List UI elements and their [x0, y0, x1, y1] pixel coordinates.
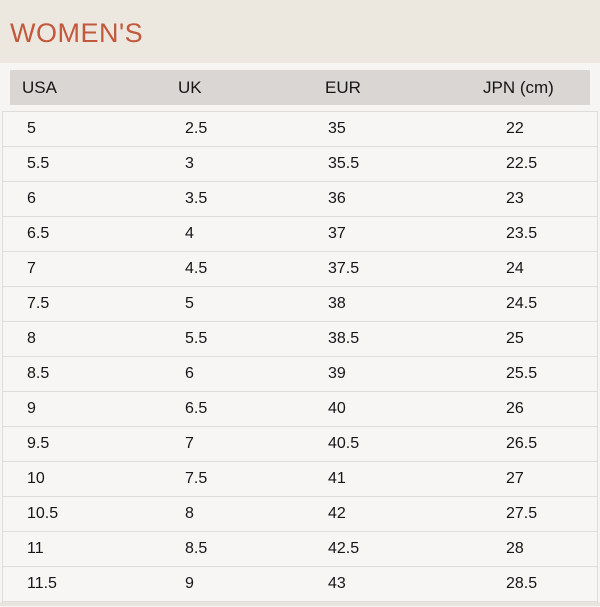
column-header-usa: USA: [22, 78, 57, 97]
cell-uk: 6: [185, 365, 194, 382]
cell-jpn: 26: [506, 400, 524, 417]
size-table-body: 5 2.5 35 22 5.5 3 35.5 22.5 6 3.5 36 23 …: [2, 111, 598, 602]
column-header-uk: UK: [178, 78, 202, 97]
cell-usa: 5.5: [27, 155, 50, 172]
table-header-row: USA UK EUR JPN (cm): [10, 70, 590, 105]
cell-eur: 37.5: [328, 260, 360, 277]
cell-usa: 6: [27, 190, 36, 207]
table-row: 9 6.5 40 26: [3, 392, 597, 427]
cell-usa: 9: [27, 400, 36, 417]
cell-jpn: 28: [506, 540, 524, 557]
cell-eur: 40.5: [328, 435, 360, 452]
cell-eur: 35: [328, 120, 346, 137]
section-title: WOMEN'S: [10, 18, 144, 48]
cell-jpn: 23.5: [506, 225, 538, 242]
section-banner: WOMEN'S: [0, 0, 600, 63]
cell-usa: 8.5: [27, 365, 50, 382]
cell-uk: 3: [185, 155, 194, 172]
bottom-edge-strip: [0, 602, 600, 606]
cell-uk: 8: [185, 505, 194, 522]
cell-eur: 42: [328, 505, 346, 522]
cell-jpn: 22: [506, 120, 524, 137]
cell-jpn: 24.5: [506, 295, 538, 312]
cell-eur: 43: [328, 575, 346, 592]
table-row: 7.5 5 38 24.5: [3, 287, 597, 322]
cell-usa: 7.5: [27, 295, 50, 312]
column-header-jpn: JPN (cm): [483, 78, 554, 97]
cell-eur: 38.5: [328, 330, 360, 347]
cell-eur: 36: [328, 190, 346, 207]
cell-usa: 8: [27, 330, 36, 347]
cell-jpn: 22.5: [506, 155, 538, 172]
cell-uk: 5: [185, 295, 194, 312]
cell-jpn: 23: [506, 190, 524, 207]
cell-uk: 3.5: [185, 190, 208, 207]
cell-eur: 42.5: [328, 540, 360, 557]
cell-usa: 11: [27, 540, 44, 557]
table-row: 10 7.5 41 27: [3, 462, 597, 497]
cell-uk: 2.5: [185, 120, 208, 137]
cell-jpn: 25.5: [506, 365, 538, 382]
table-row: 9.5 7 40.5 26.5: [3, 427, 597, 462]
cell-eur: 41: [328, 470, 346, 487]
cell-uk: 4: [185, 225, 194, 242]
table-row: 6 3.5 36 23: [3, 182, 597, 217]
cell-jpn: 26.5: [506, 435, 538, 452]
cell-jpn: 25: [506, 330, 524, 347]
cell-usa: 5: [27, 120, 36, 137]
column-header-eur: EUR: [325, 78, 361, 97]
cell-uk: 6.5: [185, 400, 208, 417]
cell-usa: 7: [27, 260, 36, 277]
table-row: 5.5 3 35.5 22.5: [3, 147, 597, 182]
table-row: 7 4.5 37.5 24: [3, 252, 597, 287]
table-row: 8.5 6 39 25.5: [3, 357, 597, 392]
table-row: 8 5.5 38.5 25: [3, 322, 597, 357]
table-row: 5 2.5 35 22: [3, 112, 597, 147]
cell-jpn: 27: [506, 470, 524, 487]
table-row: 6.5 4 37 23.5: [3, 217, 597, 252]
cell-jpn: 27.5: [506, 505, 538, 522]
cell-eur: 37: [328, 225, 346, 242]
table-row: 10.5 8 42 27.5: [3, 497, 597, 532]
table-row: 11 8.5 42.5 28: [3, 532, 597, 567]
cell-eur: 40: [328, 400, 346, 417]
cell-usa: 6.5: [27, 225, 50, 242]
cell-uk: 4.5: [185, 260, 208, 277]
cell-usa: 9.5: [27, 435, 50, 452]
table-row: 11.5 9 43 28.5: [3, 567, 597, 602]
cell-uk: 7: [185, 435, 194, 452]
cell-usa: 11.5: [27, 575, 57, 592]
cell-eur: 38: [328, 295, 346, 312]
cell-jpn: 24: [506, 260, 524, 277]
cell-jpn: 28.5: [506, 575, 538, 592]
cell-eur: 35.5: [328, 155, 360, 172]
cell-uk: 5.5: [185, 330, 208, 347]
cell-usa: 10.5: [27, 505, 59, 522]
cell-uk: 9: [185, 575, 194, 592]
cell-usa: 10: [27, 470, 45, 487]
cell-uk: 8.5: [185, 540, 208, 557]
cell-eur: 39: [328, 365, 346, 382]
cell-uk: 7.5: [185, 470, 208, 487]
